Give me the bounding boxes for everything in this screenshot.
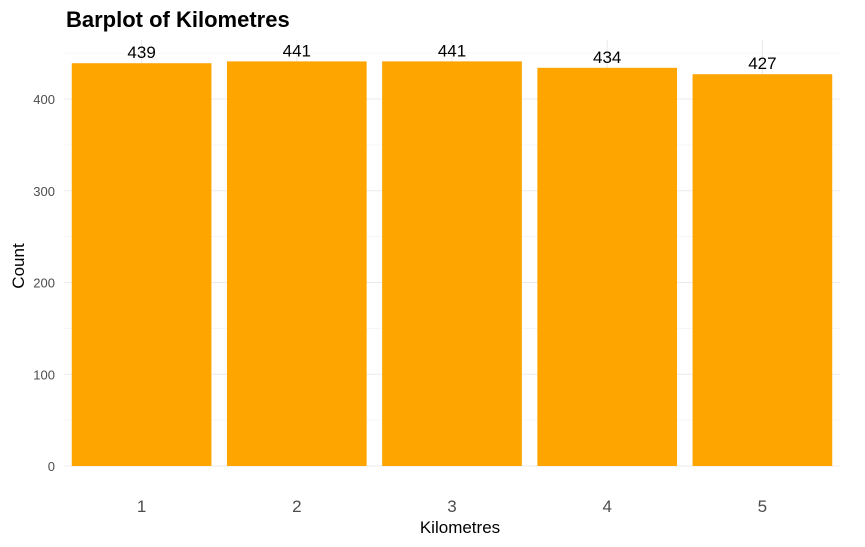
y-tick-label: 300	[33, 184, 55, 199]
data-labels: 439 441 441 434 427	[127, 41, 776, 73]
x-tick-label-4: 4	[602, 497, 611, 516]
bar-2	[226, 61, 367, 466]
y-tick-label: 100	[33, 367, 55, 382]
bar-1	[71, 63, 212, 466]
x-axis-title: Kilometres	[420, 518, 500, 537]
y-tick-label: 200	[33, 276, 55, 291]
data-label-5: 427	[748, 54, 776, 73]
y-axis-title: Count	[9, 243, 28, 289]
y-tick-label: 0	[48, 459, 55, 474]
bar-5	[692, 74, 833, 466]
x-tick-label-3: 3	[447, 497, 456, 516]
bars	[71, 61, 833, 467]
bar-4	[537, 67, 678, 467]
chart-title: Barplot of Kilometres	[66, 7, 290, 32]
y-tick-label: 400	[33, 92, 55, 107]
x-tick-labels: 1 2 3 4 5	[137, 497, 767, 516]
data-label-3: 441	[438, 41, 466, 60]
bar-3	[382, 61, 522, 466]
x-tick-label-2: 2	[292, 497, 301, 516]
data-label-1: 439	[127, 43, 155, 62]
data-label-2: 441	[283, 41, 311, 60]
x-tick-label-1: 1	[137, 497, 146, 516]
x-tick-label-5: 5	[758, 497, 767, 516]
data-label-4: 434	[593, 48, 621, 67]
y-tick-labels: 0 100 200 300 400	[33, 92, 55, 474]
